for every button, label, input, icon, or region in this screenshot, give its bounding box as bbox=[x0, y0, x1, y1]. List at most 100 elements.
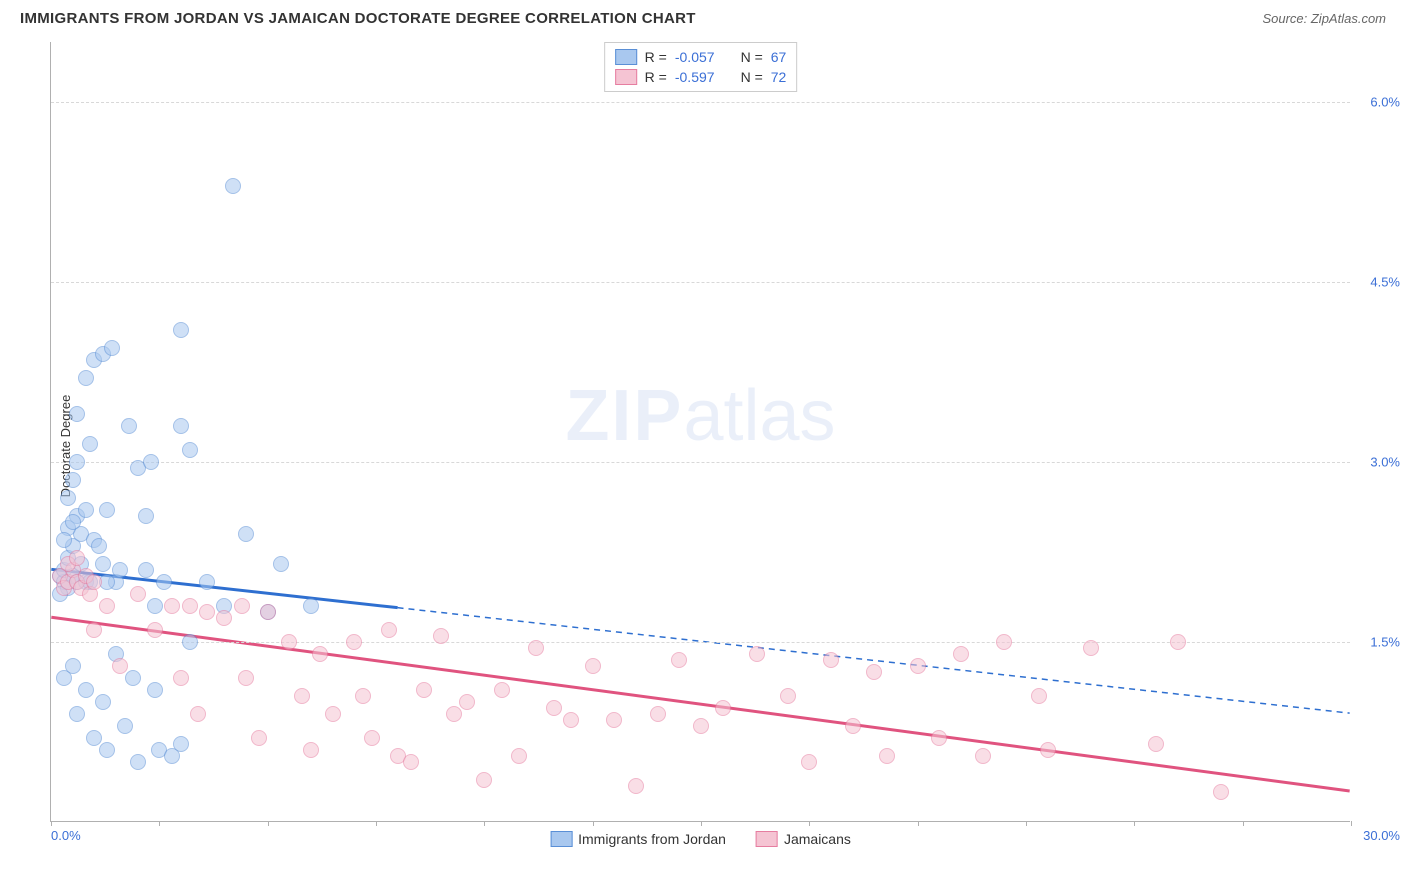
data-point bbox=[693, 718, 709, 734]
data-point bbox=[86, 730, 102, 746]
data-point bbox=[325, 706, 341, 722]
data-point bbox=[528, 640, 544, 656]
data-point bbox=[273, 556, 289, 572]
data-point bbox=[99, 598, 115, 614]
source-attribution: Source: ZipAtlas.com bbox=[1262, 11, 1386, 26]
x-tick bbox=[809, 821, 810, 826]
data-point bbox=[251, 730, 267, 746]
data-point bbox=[650, 706, 666, 722]
x-tick bbox=[1351, 821, 1352, 826]
data-point bbox=[953, 646, 969, 662]
data-point bbox=[303, 598, 319, 614]
data-point bbox=[1083, 640, 1099, 656]
swatch-icon bbox=[550, 831, 572, 847]
data-point bbox=[823, 652, 839, 668]
x-tick bbox=[1243, 821, 1244, 826]
data-point bbox=[671, 652, 687, 668]
data-point bbox=[117, 718, 133, 734]
legend-label: Immigrants from Jordan bbox=[578, 831, 726, 847]
data-point bbox=[238, 670, 254, 686]
data-point bbox=[86, 622, 102, 638]
data-point bbox=[1031, 688, 1047, 704]
data-point bbox=[931, 730, 947, 746]
data-point bbox=[82, 436, 98, 452]
data-point bbox=[104, 340, 120, 356]
data-point bbox=[147, 622, 163, 638]
data-point bbox=[494, 682, 510, 698]
data-point bbox=[628, 778, 644, 794]
data-point bbox=[156, 574, 172, 590]
data-point bbox=[216, 610, 232, 626]
x-tick bbox=[376, 821, 377, 826]
data-point bbox=[125, 670, 141, 686]
swatch-icon bbox=[615, 49, 637, 65]
data-point bbox=[866, 664, 882, 680]
data-point bbox=[225, 178, 241, 194]
swatch-icon bbox=[756, 831, 778, 847]
r-label: R = bbox=[645, 69, 667, 85]
n-value: 67 bbox=[771, 49, 787, 65]
data-point bbox=[173, 418, 189, 434]
data-point bbox=[69, 706, 85, 722]
data-point bbox=[121, 418, 137, 434]
r-label: R = bbox=[645, 49, 667, 65]
data-point bbox=[312, 646, 328, 662]
data-point bbox=[1040, 742, 1056, 758]
x-tick bbox=[268, 821, 269, 826]
gridline bbox=[51, 282, 1350, 283]
data-point bbox=[65, 472, 81, 488]
trend-lines bbox=[51, 42, 1350, 821]
data-point bbox=[355, 688, 371, 704]
data-point bbox=[260, 604, 276, 620]
data-point bbox=[281, 634, 297, 650]
data-point bbox=[403, 754, 419, 770]
data-point bbox=[130, 754, 146, 770]
data-point bbox=[69, 406, 85, 422]
data-point bbox=[476, 772, 492, 788]
data-point bbox=[95, 694, 111, 710]
series-legend: Immigrants from Jordan Jamaicans bbox=[550, 831, 851, 847]
chart-title: IMMIGRANTS FROM JORDAN VS JAMAICAN DOCTO… bbox=[20, 10, 696, 27]
data-point bbox=[78, 502, 94, 518]
data-point bbox=[801, 754, 817, 770]
data-point bbox=[346, 634, 362, 650]
x-tick bbox=[701, 821, 702, 826]
data-point bbox=[585, 658, 601, 674]
x-tick bbox=[918, 821, 919, 826]
x-tick-label: 30.0% bbox=[1363, 828, 1400, 843]
data-point bbox=[446, 706, 462, 722]
legend-label: Jamaicans bbox=[784, 831, 851, 847]
data-point bbox=[65, 658, 81, 674]
data-point bbox=[69, 454, 85, 470]
x-tick bbox=[51, 821, 52, 826]
data-point bbox=[606, 712, 622, 728]
data-point bbox=[996, 634, 1012, 650]
data-point bbox=[112, 562, 128, 578]
gridline bbox=[51, 642, 1350, 643]
data-point bbox=[147, 682, 163, 698]
data-point bbox=[234, 598, 250, 614]
n-label: N = bbox=[741, 69, 763, 85]
data-point bbox=[238, 526, 254, 542]
data-point bbox=[130, 586, 146, 602]
data-point bbox=[780, 688, 796, 704]
data-point bbox=[78, 370, 94, 386]
y-tick-label: 6.0% bbox=[1355, 95, 1400, 110]
r-value: -0.597 bbox=[675, 69, 715, 85]
data-point bbox=[199, 604, 215, 620]
legend-item-jamaicans: Jamaicans bbox=[756, 831, 851, 847]
data-point bbox=[190, 706, 206, 722]
data-point bbox=[143, 454, 159, 470]
data-point bbox=[173, 670, 189, 686]
data-point bbox=[303, 742, 319, 758]
gridline bbox=[51, 462, 1350, 463]
data-point bbox=[95, 556, 111, 572]
data-point bbox=[147, 598, 163, 614]
data-point bbox=[199, 574, 215, 590]
data-point bbox=[416, 682, 432, 698]
x-tick bbox=[1134, 821, 1135, 826]
legend-row-jordan: R = -0.057 N = 67 bbox=[615, 47, 787, 67]
data-point bbox=[563, 712, 579, 728]
watermark: ZIPatlas bbox=[565, 375, 835, 457]
data-point bbox=[294, 688, 310, 704]
